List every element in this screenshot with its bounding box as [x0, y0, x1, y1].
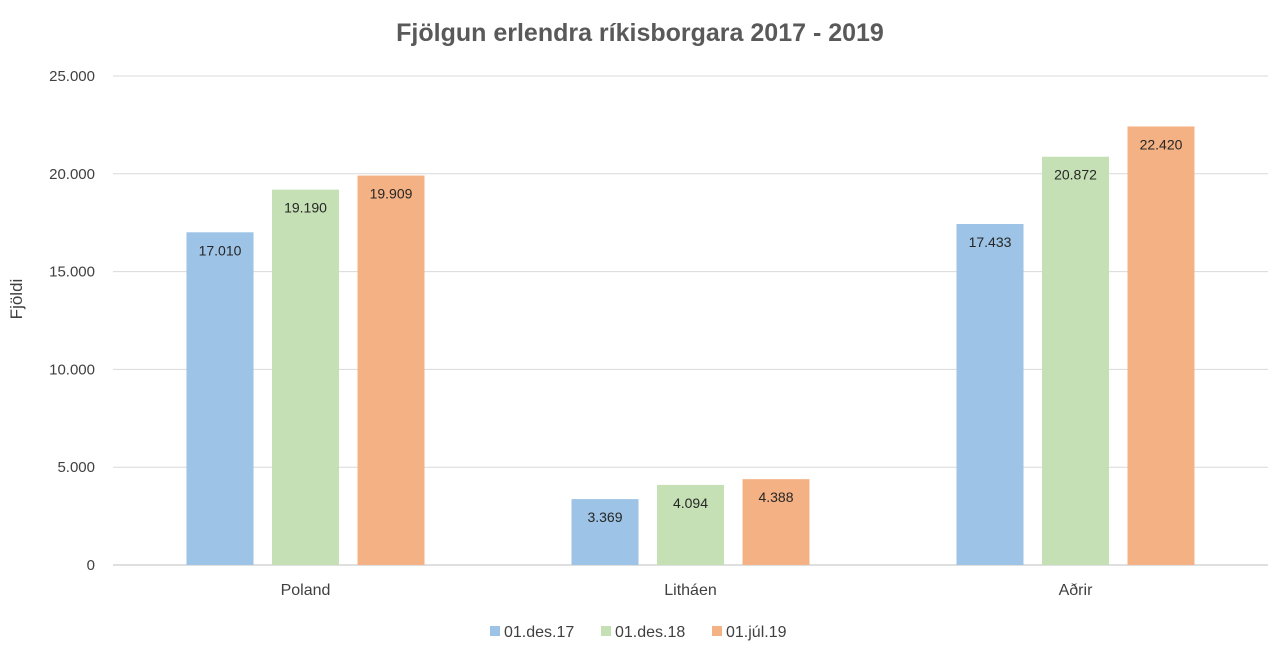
data-label: 17.433	[969, 234, 1012, 250]
data-label: 19.909	[370, 186, 413, 202]
legend-label: 01.júl.19	[726, 624, 787, 641]
x-category-label: Aðrir	[1059, 582, 1093, 599]
bar	[742, 479, 810, 565]
bar	[657, 484, 724, 565]
legend-swatch	[601, 626, 611, 636]
y-tick-label: 10.000	[49, 361, 95, 378]
data-label: 17.010	[199, 242, 242, 258]
legend-swatch	[712, 626, 722, 636]
data-label: 4.094	[673, 495, 708, 511]
y-tick-label: 25.000	[49, 68, 95, 85]
legend-label: 01.des.17	[504, 624, 574, 641]
bar	[1042, 156, 1109, 565]
bar	[357, 175, 425, 565]
y-tick-label: 0	[87, 557, 95, 574]
y-axis-label: Fjöldi	[7, 279, 26, 320]
data-label: 22.420	[1140, 136, 1183, 152]
bar	[1127, 126, 1195, 566]
data-label: 3.369	[587, 509, 622, 525]
data-label: 20.872	[1054, 167, 1097, 183]
data-label: 4.388	[758, 489, 793, 505]
y-tick-label: 20.000	[49, 166, 95, 183]
y-tick-label: 5.000	[57, 459, 95, 476]
chart-title: Fjölgun erlendra ríkisborgara 2017 - 201…	[396, 19, 884, 47]
legend-label: 01.des.18	[615, 624, 685, 641]
bar	[571, 499, 639, 565]
bar	[186, 232, 254, 565]
x-category-label: Litháen	[664, 582, 717, 599]
y-tick-label: 15.000	[49, 264, 95, 281]
x-category-label: Poland	[281, 582, 331, 599]
bar	[272, 189, 339, 565]
bar	[956, 224, 1024, 566]
legend-swatch	[490, 626, 500, 636]
data-label: 19.190	[284, 200, 327, 216]
